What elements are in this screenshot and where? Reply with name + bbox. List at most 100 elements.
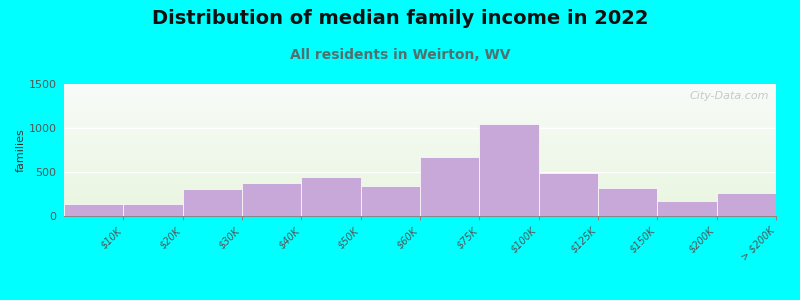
Bar [64, 170, 776, 171]
Bar [64, 87, 776, 88]
Bar [64, 104, 776, 105]
Bar [64, 213, 776, 214]
Bar [64, 151, 776, 152]
Bar [64, 182, 776, 183]
Bar [64, 149, 776, 150]
Bar [64, 177, 776, 178]
Bar [64, 99, 776, 100]
Bar [658, 202, 717, 216]
Bar [182, 189, 242, 216]
Bar [64, 106, 776, 107]
Bar [64, 123, 776, 124]
Bar [64, 146, 776, 147]
Bar [64, 112, 776, 113]
Bar [64, 122, 776, 123]
Bar [64, 202, 776, 203]
Bar [64, 139, 776, 140]
Bar [64, 191, 776, 192]
Bar [64, 185, 776, 186]
Bar [64, 171, 776, 172]
Bar [717, 193, 776, 216]
Bar [538, 173, 598, 216]
Bar [64, 215, 776, 216]
Bar [64, 210, 776, 211]
Bar [64, 105, 776, 106]
Bar [598, 188, 658, 216]
Bar [64, 115, 776, 116]
Bar [64, 167, 776, 168]
Text: All residents in Weirton, WV: All residents in Weirton, WV [290, 48, 510, 62]
Bar [64, 91, 776, 92]
Bar [64, 100, 776, 101]
Text: Distribution of median family income in 2022: Distribution of median family income in … [152, 9, 648, 28]
Bar [64, 102, 776, 103]
Bar [64, 180, 776, 181]
Bar [64, 148, 776, 149]
Bar [64, 101, 776, 102]
Bar [64, 137, 776, 138]
Bar [64, 162, 776, 163]
Bar [64, 116, 776, 117]
Bar [64, 98, 776, 99]
Bar [64, 114, 776, 115]
Y-axis label: families: families [15, 128, 26, 172]
Bar [64, 141, 776, 142]
Bar [64, 138, 776, 139]
Bar [64, 159, 776, 160]
Bar [64, 212, 776, 213]
Bar [64, 161, 776, 162]
Bar [64, 181, 776, 182]
Bar [64, 109, 776, 110]
Bar [64, 133, 776, 134]
Bar [64, 89, 776, 90]
Bar [64, 207, 776, 208]
Bar [64, 93, 776, 94]
Bar [64, 140, 776, 141]
Bar [64, 132, 776, 133]
Bar [64, 192, 776, 193]
Bar [64, 155, 776, 156]
Bar [64, 134, 776, 135]
Bar [64, 94, 776, 95]
Bar [64, 204, 123, 216]
Text: City-Data.com: City-Data.com [690, 91, 769, 100]
Bar [64, 165, 776, 166]
Bar [64, 195, 776, 196]
Bar [64, 119, 776, 120]
Bar [64, 145, 776, 146]
Bar [479, 124, 538, 216]
Bar [64, 193, 776, 194]
Bar [64, 189, 776, 190]
Bar [64, 85, 776, 86]
Bar [64, 113, 776, 114]
Bar [64, 147, 776, 148]
Bar [64, 179, 776, 180]
Bar [64, 86, 776, 87]
Bar [64, 136, 776, 137]
Bar [64, 183, 776, 184]
Bar [64, 164, 776, 165]
Bar [64, 110, 776, 111]
Bar [64, 198, 776, 199]
Bar [64, 178, 776, 179]
Bar [64, 125, 776, 126]
Bar [64, 188, 776, 189]
Bar [64, 197, 776, 198]
Bar [64, 201, 776, 202]
Bar [361, 186, 420, 216]
Bar [64, 184, 776, 185]
Bar [64, 117, 776, 118]
Bar [64, 84, 776, 85]
Bar [64, 211, 776, 212]
Bar [64, 152, 776, 153]
Bar [64, 107, 776, 108]
Bar [64, 111, 776, 112]
Bar [64, 130, 776, 131]
Bar [64, 128, 776, 129]
Bar [64, 204, 776, 205]
Bar [64, 199, 776, 200]
Bar [123, 204, 182, 216]
Bar [64, 176, 776, 177]
Bar [64, 173, 776, 174]
Bar [64, 135, 776, 136]
